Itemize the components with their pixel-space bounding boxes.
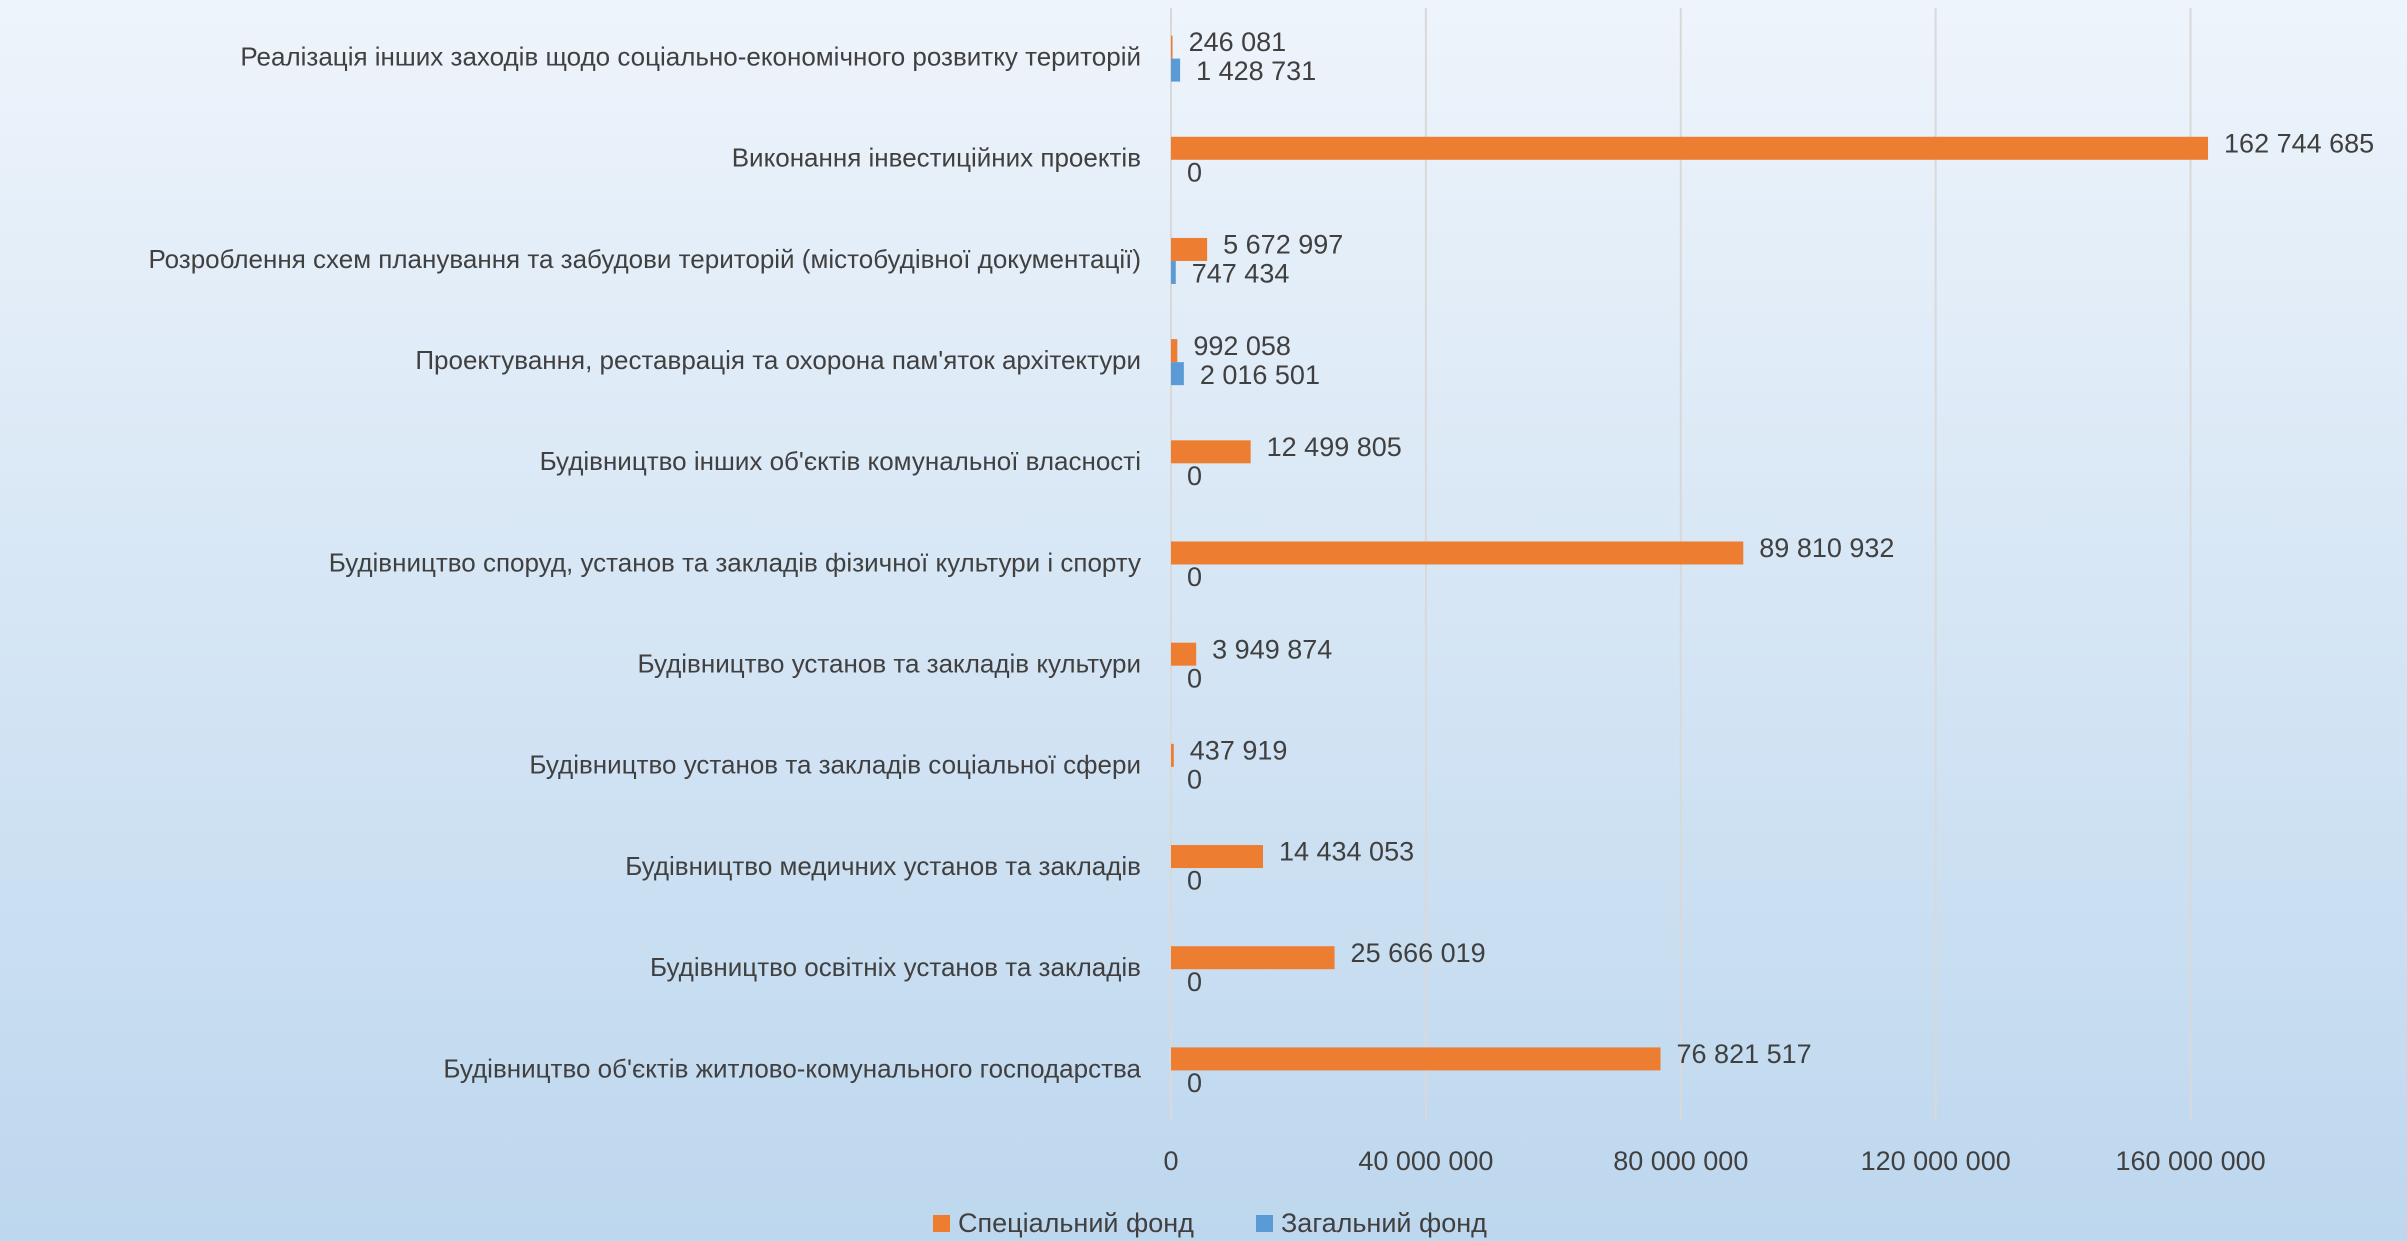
bar — [1171, 260, 1176, 284]
x-tick-label: 80 000 000 — [1613, 1146, 1748, 1176]
bar — [1171, 440, 1251, 464]
value-label: 1 428 731 — [1196, 56, 1316, 86]
x-tick-label: 40 000 000 — [1358, 1146, 1493, 1176]
value-label: 0 — [1187, 663, 1202, 693]
value-label: 5 672 997 — [1223, 230, 1343, 260]
legend-swatch — [1256, 1215, 1273, 1232]
bar — [1171, 339, 1178, 363]
value-label: 0 — [1187, 562, 1202, 592]
bar — [1171, 541, 1744, 565]
value-label: 3 949 874 — [1212, 634, 1332, 664]
category-label: Проектування, реставрація та охорона пам… — [415, 345, 1141, 375]
value-label: 12 499 805 — [1267, 432, 1402, 462]
x-tick-label: 160 000 000 — [2115, 1146, 2265, 1176]
bar — [1171, 1047, 1661, 1071]
value-label: 0 — [1187, 967, 1202, 997]
value-label: 437 919 — [1190, 735, 1288, 765]
category-label: Будівництво об'єктів житлово-комунальног… — [443, 1053, 1141, 1083]
value-label: 0 — [1187, 866, 1202, 896]
bar — [1171, 136, 2209, 160]
value-label: 2 016 501 — [1200, 360, 1320, 390]
value-label: 0 — [1187, 157, 1202, 187]
bar — [1171, 946, 1335, 970]
value-label: 76 821 517 — [1677, 1039, 1812, 1069]
value-label: 162 744 685 — [2224, 128, 2374, 158]
legend-swatch — [933, 1215, 950, 1232]
bar — [1171, 237, 1208, 261]
value-label: 25 666 019 — [1351, 938, 1486, 968]
category-label: Будівництво установ та закладів соціальн… — [529, 750, 1141, 780]
value-label: 14 434 053 — [1279, 837, 1414, 867]
value-label: 246 081 — [1189, 27, 1287, 57]
x-tick-label: 0 — [1163, 1146, 1178, 1176]
category-label: Будівництво споруд, установ та закладів … — [329, 547, 1141, 577]
value-label: 89 810 932 — [1759, 533, 1894, 563]
category-label: Будівництво медичних установ та закладів — [625, 851, 1141, 881]
bar — [1171, 743, 1174, 767]
value-label: 0 — [1187, 461, 1202, 491]
bar — [1171, 642, 1197, 666]
bar — [1171, 35, 1173, 59]
category-label: Реалізація інших заходів щодо соціально-… — [240, 41, 1141, 71]
value-label: 747 434 — [1192, 259, 1290, 289]
bar — [1171, 845, 1263, 869]
category-label: Будівництво інших об'єктів комунальної в… — [540, 446, 1141, 476]
value-label: 0 — [1187, 764, 1202, 794]
value-label: 0 — [1187, 1068, 1202, 1098]
category-label: Розроблення схем планування та забудови … — [148, 244, 1141, 274]
value-label: 992 058 — [1193, 331, 1291, 361]
category-label: Виконання інвестиційних проектів — [732, 143, 1141, 173]
x-tick-label: 120 000 000 — [1861, 1146, 2011, 1176]
legend-label: Загальний фонд — [1281, 1208, 1487, 1238]
category-label: Будівництво установ та закладів культури — [637, 649, 1141, 679]
bar — [1171, 362, 1184, 386]
legend-label: Спеціальний фонд — [958, 1208, 1194, 1238]
category-label: Будівництво освітніх установ та закладів — [650, 952, 1141, 982]
bar — [1171, 58, 1181, 82]
